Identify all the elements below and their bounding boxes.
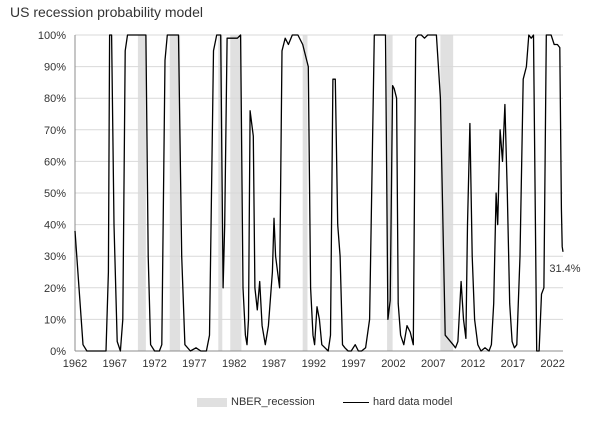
x-tick-label: 1997 — [341, 358, 365, 370]
y-tick-label: 30% — [44, 251, 66, 263]
y-tick-label: 0% — [50, 346, 66, 358]
legend-item-recession: NBER_recession — [197, 396, 315, 408]
gridlines — [75, 34, 563, 320]
x-tick-label: 1982 — [222, 358, 246, 370]
y-tick-label: 90% — [44, 62, 66, 74]
series-line-0 — [74, 34, 564, 352]
y-tick-label: 70% — [44, 125, 66, 137]
y-tick-label: 40% — [44, 220, 66, 232]
legend-label-recession: NBER_recession — [231, 396, 315, 408]
x-tick-label: 2017 — [501, 358, 525, 370]
x-tick-label: 1977 — [182, 358, 206, 370]
legend-swatch-model — [343, 401, 369, 403]
y-tick-labels: 0% 10% 20% 30% 40% 50% 60% 70% 80% 90% 100% — [38, 30, 66, 358]
legend-label-model: hard data model — [373, 396, 453, 408]
chart-plot: 0%10%20%30%40%50%60%70%80%90%100% 1962 19… — [38, 30, 581, 370]
chart-title: US recession probability model — [10, 4, 203, 20]
x-tick-label: 1972 — [142, 358, 166, 370]
legend-item-model: hard data model — [343, 396, 453, 408]
x-tick-label: 1987 — [262, 358, 286, 370]
x-tick-label: 2022 — [540, 358, 564, 370]
x-tick-label: 1962 — [63, 358, 87, 370]
y-tick-label: 50% — [44, 188, 66, 200]
x-tick-label: 2012 — [461, 358, 485, 370]
y-tick-label: 80% — [44, 93, 66, 105]
x-tick-label: 1967 — [103, 358, 127, 370]
x-tick-labels: 1962 1967 1972 1977 1982 1987 1992 1997 2002 2007… — [63, 358, 565, 370]
x-tick-label: 2002 — [381, 358, 405, 370]
series-lines — [74, 34, 564, 352]
x-tick-label: 1992 — [302, 358, 326, 370]
y-tick-label: 100% — [38, 30, 66, 42]
y-tick-label: 20% — [44, 283, 66, 295]
legend: NBER_recession hard data model — [0, 396, 592, 416]
x-tick-label: 2007 — [421, 358, 445, 370]
annotations: 31.4% — [549, 263, 580, 275]
y-tick-label: 10% — [44, 314, 66, 326]
y-tick-label: 60% — [44, 156, 66, 168]
legend-swatch-recession — [197, 397, 227, 407]
last-value-label: 31.4% — [549, 263, 580, 275]
